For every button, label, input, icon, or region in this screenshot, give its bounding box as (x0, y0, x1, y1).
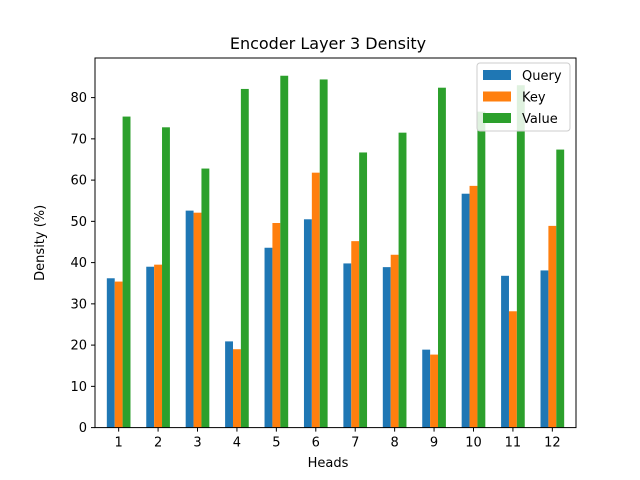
bar-key-1 (114, 281, 123, 428)
bars-layer (106, 75, 565, 428)
x-tick-label: 9 (430, 436, 438, 451)
x-tick-label: 11 (505, 436, 522, 451)
y-tick-label: 70 (70, 132, 87, 147)
y-tick-label: 20 (70, 339, 87, 354)
bar-query-10 (461, 193, 470, 428)
bar-query-5 (264, 247, 273, 428)
legend-swatch-value (483, 113, 511, 123)
x-tick-label: 6 (312, 436, 320, 451)
bar-value-6 (319, 79, 328, 428)
y-axis-label: Density (%) (33, 205, 48, 281)
x-axis-label: Heads (308, 456, 349, 471)
y-tick-label: 80 (70, 91, 87, 106)
bar-value-4 (240, 88, 249, 428)
x-tick-label: 4 (233, 436, 241, 451)
x-tick-label: 5 (272, 436, 280, 451)
bar-key-10 (469, 185, 478, 428)
bar-value-10 (477, 111, 486, 428)
bar-key-3 (193, 212, 202, 428)
bar-query-12 (540, 270, 549, 428)
chart-title: Encoder Layer 3 Density (230, 34, 426, 53)
legend-swatch-query (483, 70, 511, 80)
legend-label-key: Key (522, 91, 546, 106)
bar-key-12 (548, 225, 557, 428)
y-tick-label: 30 (70, 297, 87, 312)
x-tick-label: 12 (544, 436, 561, 451)
bar-value-3 (201, 168, 210, 428)
bar-key-9 (430, 354, 439, 428)
y-tick-label: 10 (70, 380, 87, 395)
bar-key-11 (508, 311, 517, 428)
legend-swatch-key (483, 91, 511, 102)
bar-query-2 (146, 266, 155, 428)
bar-key-2 (154, 264, 163, 428)
bar-value-2 (162, 127, 170, 428)
legend-label-query: Query (522, 69, 562, 84)
bar-key-6 (311, 172, 320, 428)
bar-query-3 (185, 210, 194, 428)
bar-value-11 (516, 85, 525, 428)
x-tick-label: 8 (390, 436, 398, 451)
y-tick-label: 40 (70, 256, 87, 271)
x-tick-label: 1 (115, 436, 123, 451)
bar-key-5 (272, 223, 281, 428)
y-axis: 0 10 20 30 40 50 60 70 80 (70, 91, 95, 436)
x-tick-label: 2 (154, 436, 162, 451)
bar-query-6 (303, 219, 312, 428)
x-tick-label: 7 (351, 436, 359, 451)
legend-label-value: Value (522, 112, 558, 127)
x-tick-label: 10 (465, 436, 482, 451)
bar-value-8 (398, 132, 407, 428)
bar-query-7 (343, 263, 352, 428)
bar-value-1 (122, 116, 131, 428)
plot-frame (94, 57, 577, 429)
bar-key-4 (232, 349, 241, 428)
bar-key-7 (351, 241, 360, 428)
bar-key-8 (390, 254, 399, 428)
legend: Query Key Value (476, 62, 571, 132)
bar-query-9 (422, 349, 431, 428)
bar-value-9 (438, 87, 446, 428)
y-tick-label: 50 (70, 215, 87, 230)
bar-value-5 (280, 75, 289, 428)
x-axis: 1 2 3 4 5 6 7 8 9 10 11 12 (115, 427, 561, 451)
bar-query-8 (382, 267, 391, 428)
bar-value-7 (359, 152, 368, 428)
bar-query-1 (106, 278, 115, 428)
bar-query-4 (225, 341, 233, 428)
y-tick-label: 60 (70, 174, 87, 189)
x-tick-label: 3 (193, 436, 201, 451)
y-tick-label: 0 (79, 421, 87, 436)
bar-value-12 (556, 149, 565, 428)
bar-query-11 (501, 275, 509, 428)
